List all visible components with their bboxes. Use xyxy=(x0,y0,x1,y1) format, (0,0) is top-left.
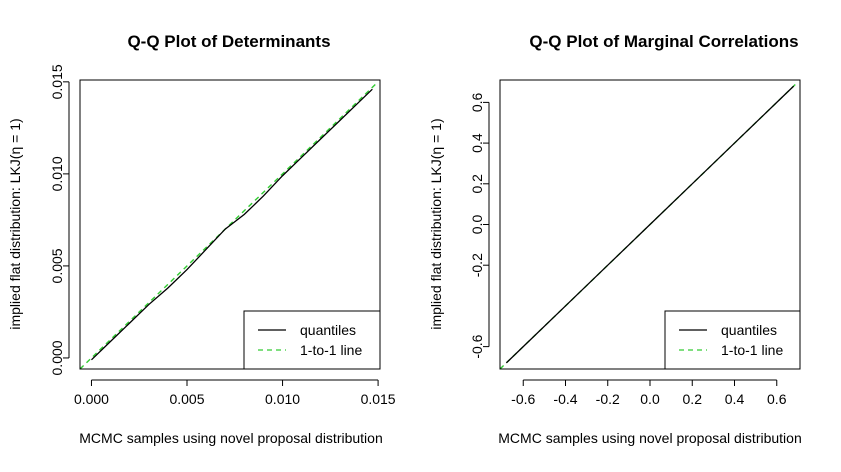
legend-box xyxy=(243,310,381,370)
legend-entry-label: 1-to-1 line xyxy=(300,342,362,358)
legend-entry-label: quantiles xyxy=(300,322,356,338)
chart-title: Q-Q Plot of Determinants xyxy=(127,32,330,51)
legend-entry-label: 1-to-1 line xyxy=(721,342,783,358)
x-tick-label: 0.015 xyxy=(361,391,396,407)
y-tick-label: 0.010 xyxy=(49,156,65,191)
x-tick-label: -0.2 xyxy=(596,391,620,407)
y-tick-label: -0.6 xyxy=(469,334,485,358)
x-tick-label: 0.4 xyxy=(725,391,745,407)
series-line-quantiles xyxy=(91,88,373,361)
plot-frame xyxy=(499,79,801,370)
y-tick-label: 0.015 xyxy=(49,64,65,99)
y-tick-label: 0.6 xyxy=(469,92,485,112)
x-tick-label: 0.0 xyxy=(640,391,660,407)
y-tick-label: 0.000 xyxy=(49,340,65,375)
x-tick-label: 0.005 xyxy=(169,391,204,407)
x-tick-label: 0.6 xyxy=(767,391,787,407)
y-axis-label: implied flat distribution: LKJ(η = 1) xyxy=(7,118,23,329)
x-tick-label: -0.6 xyxy=(511,391,535,407)
y-tick-label: 0.005 xyxy=(49,248,65,283)
series-line-1-to-1-line xyxy=(80,81,379,369)
y-axis-label: implied flat distribution: LKJ(η = 1) xyxy=(428,118,444,329)
x-axis-label: MCMC samples using novel proposal distri… xyxy=(498,430,801,446)
legend: quantiles 1-to-1 line xyxy=(664,310,801,370)
x-tick-label: 0.2 xyxy=(683,391,703,407)
x-tick-label: 0.000 xyxy=(74,391,109,407)
y-tick-label: 0.2 xyxy=(469,174,485,194)
x-tick-label: -0.4 xyxy=(553,391,577,407)
x-axis-label: MCMC samples using novel proposal distri… xyxy=(79,430,382,446)
y-tick-label: 0.0 xyxy=(469,215,485,235)
x-tick-label: 0.010 xyxy=(265,391,300,407)
y-tick-label: 0.4 xyxy=(469,133,485,153)
legend-box xyxy=(664,310,801,370)
y-tick-label: -0.2 xyxy=(469,253,485,277)
chart-title: Q-Q Plot of Marginal Correlations xyxy=(529,32,798,51)
legend: quantiles 1-to-1 line xyxy=(243,310,381,370)
plot-panel-2: Q-Q Plot of Marginal Correlations -0.6 -0.… xyxy=(428,32,802,446)
plot-frame xyxy=(79,79,381,370)
legend-entry-label: quantiles xyxy=(721,322,777,338)
plot-panel-1: Q-Q Plot of Determinants 0.000 0.005 0.010 0… xyxy=(7,32,396,446)
series-line-quantiles xyxy=(505,85,795,364)
